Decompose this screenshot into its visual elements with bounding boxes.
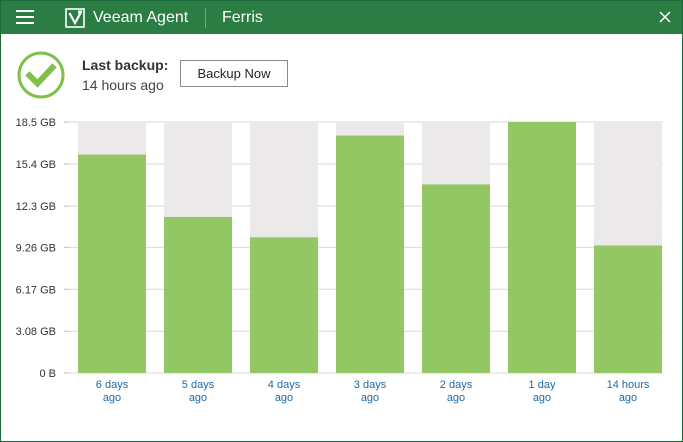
x-category-label[interactable]: 2 days ago (440, 379, 473, 404)
y-tick-label: 0 B (39, 368, 56, 380)
title-separator (205, 8, 206, 28)
bar (78, 154, 146, 373)
x-category-label[interactable]: 1 day ago (529, 379, 556, 404)
x-category-label[interactable]: 6 days ago (96, 379, 129, 404)
last-backup-value: 14 hours ago (82, 77, 164, 93)
bar (250, 237, 318, 373)
bar (164, 216, 232, 373)
bar (508, 122, 576, 373)
bar (422, 184, 490, 373)
veeam-logo-icon (65, 8, 85, 28)
x-category-label[interactable]: 14 hours ago (607, 379, 650, 404)
x-category-label[interactable]: 3 days ago (354, 379, 387, 404)
bar (594, 245, 662, 373)
y-tick-label: 18.5 GB (16, 117, 56, 129)
check-circle-icon (17, 51, 65, 99)
y-tick-label: 9.26 GB (16, 242, 56, 254)
y-tick-label: 3.08 GB (16, 326, 56, 338)
bar (336, 135, 404, 373)
y-tick-label: 6.17 GB (16, 284, 56, 296)
host-name: Ferris (222, 9, 263, 26)
hamburger-menu-icon[interactable] (16, 9, 36, 25)
last-backup-label: Last backup: (82, 57, 169, 73)
y-tick-label: 15.4 GB (16, 159, 56, 171)
close-icon[interactable] (658, 10, 672, 24)
title-bar: Veeam Agent Ferris (1, 1, 682, 34)
x-category-label[interactable]: 5 days ago (182, 379, 215, 404)
x-category-label[interactable]: 4 days ago (268, 379, 301, 404)
y-tick-label: 12.3 GB (16, 201, 56, 213)
app-name: Veeam Agent (93, 9, 189, 26)
backup-size-chart: 0 B 3.08 GB 6.17 GB 9.26 GB 12.3 GB 15.4 GB 18… (16, 117, 663, 404)
backup-now-button[interactable]: Backup Now (180, 60, 288, 87)
